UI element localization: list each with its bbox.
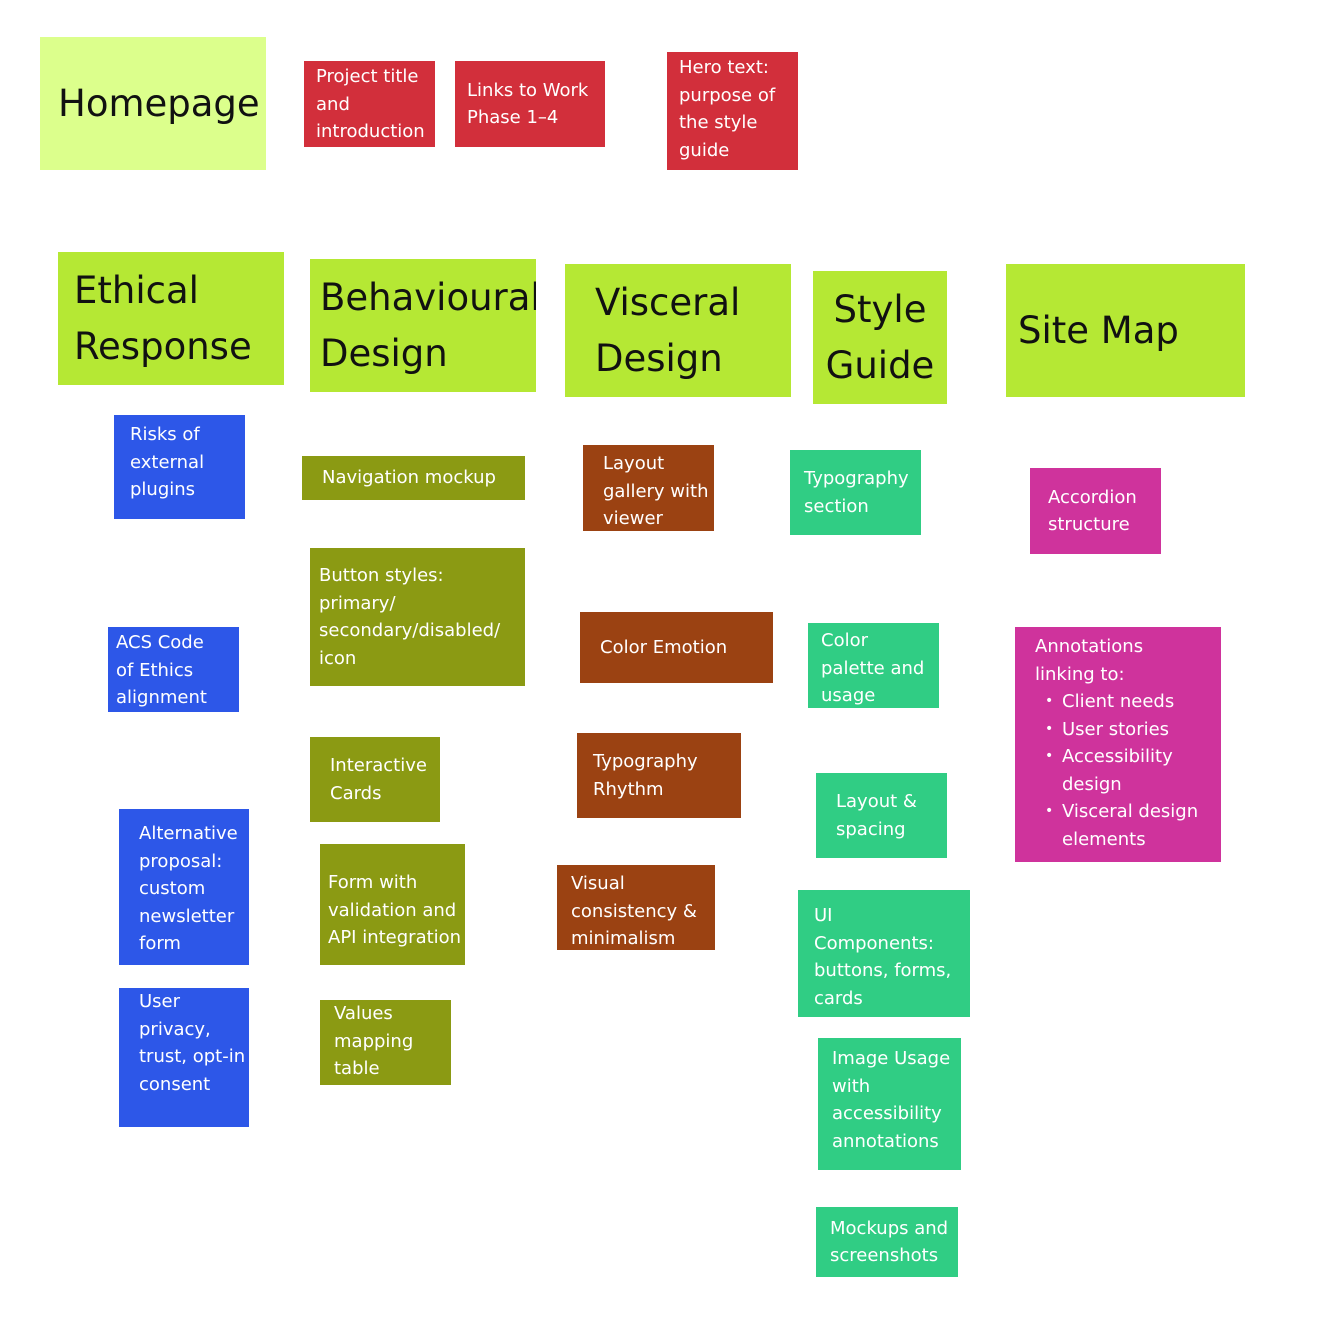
sticky-ethical-response[interactable]: Ethical Response [58, 252, 284, 385]
links-work-text: Links to Work Phase 1–4 [467, 79, 589, 129]
sticky-mockups[interactable]: Mockups and screenshots [816, 1207, 958, 1277]
annotation-item: Visceral design elements [1045, 798, 1217, 853]
sticky-button-styles[interactable]: Button styles: primary/ secondary/disabl… [310, 548, 525, 686]
navigation-mockup-text: Navigation mockup [322, 467, 496, 489]
sticky-risks-plugins[interactable]: Risks of external plugins [114, 415, 245, 519]
sticky-values-mapping[interactable]: Values mapping table [320, 1000, 451, 1085]
user-privacy-text: User privacy, trust, opt-in consent [139, 991, 246, 1095]
sticky-color-palette[interactable]: Color palette and usage [808, 623, 939, 708]
sticky-behavioural-design[interactable]: Behavioural Design [310, 259, 536, 392]
sticky-links-work[interactable]: Links to Work Phase 1–4 [455, 61, 605, 147]
sticky-visual-consistency[interactable]: Visual consistency & minimalism [557, 865, 715, 950]
form-validation-text: Form with validation and API integration [328, 872, 462, 949]
sticky-ui-components[interactable]: UI Components: buttons, forms, cards [798, 890, 970, 1017]
annotation-item: Client needs [1045, 688, 1217, 716]
annotation-item: User stories [1045, 716, 1217, 744]
sticky-annotations[interactable]: Annotations linking to: Client needs Use… [1015, 627, 1221, 862]
hero-text-text: Hero text: purpose of the style guide [679, 57, 776, 161]
sticky-alternative-proposal[interactable]: Alternative proposal: custom newsletter … [119, 809, 249, 965]
sticky-user-privacy[interactable]: User privacy, trust, opt-in consent [119, 988, 249, 1127]
alternative-proposal-text: Alternative proposal: custom newsletter … [139, 823, 238, 954]
color-emotion-text: Color Emotion [600, 636, 728, 658]
style-guide-title: Style Guide [825, 287, 935, 387]
layout-spacing-text: Layout & spacing [836, 791, 917, 840]
sticky-style-guide[interactable]: Style Guide [813, 271, 947, 404]
visceral-design-title: Visceral Design [595, 280, 741, 380]
sticky-interactive-cards[interactable]: Interactive Cards [310, 737, 440, 822]
sticky-project-title[interactable]: Project title and introduction [304, 61, 435, 147]
sticky-color-emotion[interactable]: Color Emotion [580, 612, 773, 683]
interactive-cards-text: Interactive Cards [330, 755, 427, 804]
layout-gallery-text: Layout gallery with viewer [603, 453, 709, 529]
color-palette-text: Color palette and usage [821, 630, 925, 706]
sticky-accordion-structure[interactable]: Accordion structure [1030, 468, 1161, 554]
visual-consistency-text: Visual consistency & minimalism [571, 873, 697, 949]
risks-plugins-text: Risks of external plugins [130, 424, 205, 500]
behavioural-design-title: Behavioural Design [320, 275, 536, 375]
typography-section-text: Typography section [804, 468, 909, 517]
ui-components-text: UI Components: buttons, forms, cards [814, 905, 952, 1009]
sticky-acs-ethics[interactable]: ACS Code of Ethics alignment [108, 627, 239, 712]
project-title-text: Project title and introduction [316, 66, 425, 142]
acs-ethics-text: ACS Code of Ethics alignment [116, 632, 207, 708]
sticky-homepage[interactable]: Homepage [40, 37, 266, 170]
sticky-layout-gallery[interactable]: Layout gallery with viewer [583, 445, 714, 531]
annotation-item: Accessibility design [1045, 743, 1217, 798]
annotations-title: Annotations linking to: [1035, 636, 1144, 685]
site-map-title: Site Map [1018, 308, 1179, 352]
annotations-list: Client needs User stories Accessibility … [1035, 688, 1217, 853]
typography-rhythm-text: Typography Rhythm [593, 751, 698, 800]
ethical-response-title: Ethical Response [74, 268, 252, 368]
mockups-text: Mockups and screenshots [830, 1217, 949, 1267]
sticky-image-usage[interactable]: Image Usage with accessibility annotatio… [818, 1038, 961, 1170]
sticky-form-validation[interactable]: Form with validation and API integration [320, 844, 465, 965]
sticky-typography-rhythm[interactable]: Typography Rhythm [577, 733, 741, 818]
sticky-layout-spacing[interactable]: Layout & spacing [816, 773, 947, 858]
values-mapping-text: Values mapping table [334, 1003, 414, 1079]
image-usage-text: Image Usage with accessibility annotatio… [832, 1048, 951, 1152]
button-styles-text: Button styles: primary/ secondary/disabl… [319, 565, 501, 669]
homepage-title: Homepage [58, 81, 260, 125]
sticky-hero-text[interactable]: Hero text: purpose of the style guide [667, 52, 798, 170]
sticky-navigation-mockup[interactable]: Navigation mockup [302, 456, 525, 500]
sticky-site-map[interactable]: Site Map [1006, 264, 1245, 397]
sticky-visceral-design[interactable]: Visceral Design [565, 264, 791, 397]
accordion-structure-text: Accordion structure [1048, 486, 1137, 536]
sticky-typography-section[interactable]: Typography section [790, 450, 921, 535]
